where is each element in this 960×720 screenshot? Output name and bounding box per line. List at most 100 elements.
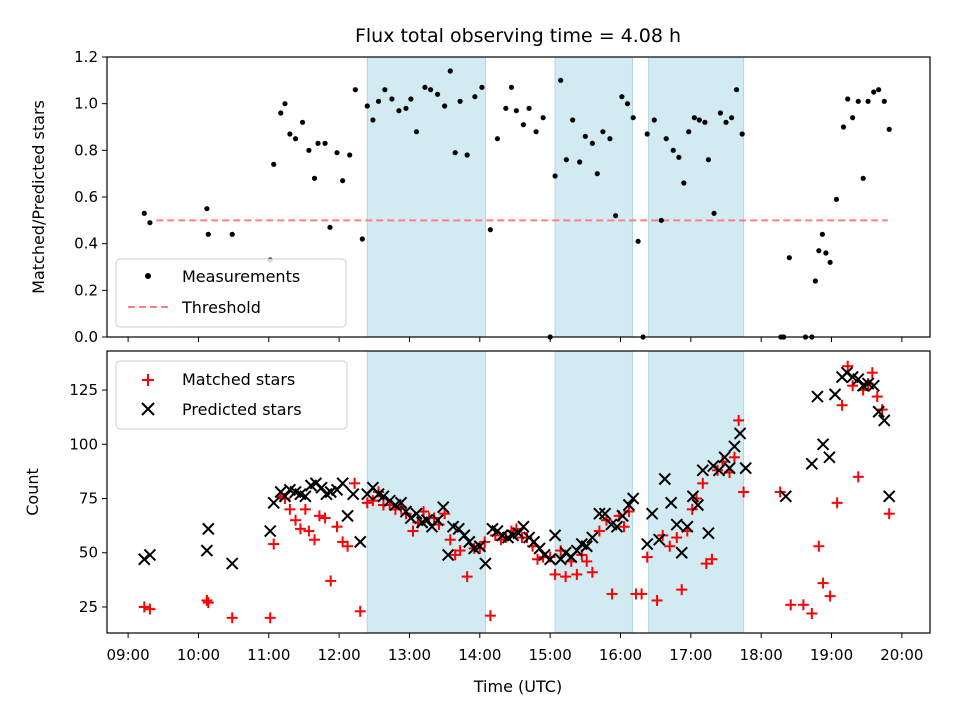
matched-star-point [454,545,466,557]
measurement-point [733,87,740,93]
matched-star-point [309,534,321,546]
bottom-y-tick-label: 125 [69,381,98,399]
shaded-interval-1 [554,350,633,634]
predicted-star-point [739,461,752,475]
predicted-star-point [437,500,450,514]
bottom-shaded-intervals [366,350,745,634]
top-y-tick-label: 0.4 [74,235,98,253]
matched-star-point [866,367,878,379]
measurement-point [487,227,493,233]
measurement-point [739,131,745,137]
predicted-star-point [670,518,683,531]
matched-star-point [797,599,809,611]
matched-star-point [618,521,630,533]
predicted-star-point [512,527,525,540]
bottom-y-tick-label: 100 [69,435,98,453]
measurement-point [370,117,376,123]
matched-star-point [367,495,379,507]
measurement-point [464,152,470,158]
measurement-point [533,129,539,135]
matched-star-point [664,540,676,552]
matched-star-point [700,558,712,570]
matched-star-point [571,568,583,580]
predicted-star-point [878,414,891,427]
measurement-point [635,238,641,244]
matched-star-point [226,612,238,624]
measurement-point [816,248,822,254]
measurement-point [658,217,664,223]
measurement-point [840,124,847,130]
predicted-star-point [616,509,629,523]
matched-star-point [264,612,276,624]
measurement-point [452,150,458,156]
predicted-star-point [779,490,793,503]
x-tick-label: 16:00 [599,646,642,664]
predicted-star-point [299,490,312,503]
matched-star-point [342,540,354,552]
measurement-point [670,147,676,153]
measurement-point [408,96,414,102]
measurement-point [352,87,358,93]
predicted-star-point [823,451,836,464]
top-y-tick-label: 0.2 [74,281,98,299]
matched-star-point [785,599,797,611]
top-y-axis-label: Matched/Predicted stars [29,100,48,294]
measurement-point [681,180,687,186]
measurement-point [630,115,636,121]
measurement-point [582,133,588,139]
predicted-star-point [554,553,567,566]
matched-star-point [581,555,593,567]
predicted-star-point [696,464,710,477]
predicted-star-point [702,527,715,540]
matched-star-point [824,590,836,602]
measurement-point [823,250,829,256]
legend-matched-label: Matched stars [182,370,295,389]
predicted-star-point [675,546,688,559]
bottom-legend-box [115,360,348,430]
measurement-point [396,108,402,114]
measurement-point [705,157,712,163]
matched-star-point [325,575,337,587]
predicted-star-point [278,490,292,503]
measurement-point [786,255,792,261]
measurement-point [292,136,299,142]
measurement-point [644,131,650,137]
predicted-star-point [733,427,747,440]
measurement-point [479,84,485,90]
legend-predicted-marker [141,402,155,416]
x-tick-label: 09:00 [106,646,149,664]
predicted-star-point [473,540,487,553]
predicted-star-point [681,520,694,533]
measurement-point [442,103,448,109]
top-panel: 0.0 0.2 0.4 0.6 0.8 1.0 1.2 Matched/Predicted … [29,48,931,346]
measurement-point [696,117,702,123]
predicted-star-point [441,548,455,562]
measurement-point [359,236,365,242]
measurement-point [717,110,723,116]
measurement-point [141,210,147,216]
predicted-star-point [641,537,654,551]
measurement-point [663,136,669,142]
predicted-star-point [336,477,349,490]
predicted-star-point [543,553,557,566]
predicted-star-point [645,507,659,520]
legend-predicted-label: Predicted stars [182,400,302,419]
measurement-point [552,173,558,179]
predicted-star-point [580,540,593,553]
predicted-star-point [728,440,741,453]
x-tick-label: 15:00 [529,646,572,664]
matched-star-point [817,577,829,589]
measurement-point [457,98,463,104]
measurement-point [876,87,882,93]
top-y-tick-label: 0.8 [74,141,98,159]
predicted-star-point [354,535,367,549]
measurement-point [651,117,657,123]
matched-star-point [671,532,683,544]
matched-star-point [144,603,156,615]
matched-star-point [871,391,883,403]
predicted-star-point [723,461,736,475]
shaded-interval-2 [648,56,745,338]
measurement-point [850,115,856,121]
predicted-star-point [458,529,471,542]
